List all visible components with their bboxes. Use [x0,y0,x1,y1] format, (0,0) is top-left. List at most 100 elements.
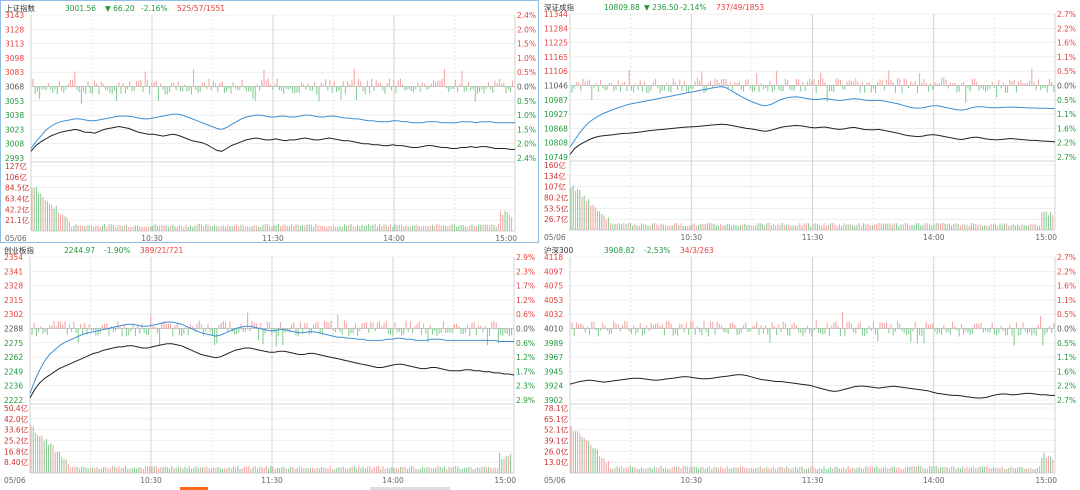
index-name: 深证成指 [544,2,574,12]
index-change: ▼ 236.50 [644,3,679,12]
time-tick-label: 05/06 [4,476,26,485]
pct-tick-label: 1.0% [517,111,536,120]
time-tick-label: 15:00 [1035,476,1057,485]
price-tick-label: 3068 [5,83,24,92]
index-breadth: 34/3/263 [680,246,714,255]
price-tick-label: 11106 [544,67,568,76]
time-tick-label: 10:30 [141,234,163,243]
price-tick-label: 3128 [5,25,24,34]
pct-tick-label: 0.6% [516,310,535,319]
price-tick-label: 11165 [544,53,568,62]
time-tick-label: 11:30 [802,233,824,242]
time-tick-label: 15:00 [1035,233,1057,242]
pct-tick-label: 0.0% [517,83,536,92]
price-tick-label: 2993 [5,154,24,163]
time-tick-label: 11:30 [261,476,283,485]
price-line [569,374,1055,399]
volume-tick-label: 160亿 [544,160,566,170]
price-tick-label: 2249 [4,367,23,376]
chart-panel-shanghai[interactable]: 上证指数 3001.56 ▼ 66.20 -2.16% 525/57/1551 3143 3… [0,0,539,243]
volume-tick-label: 26.0亿 [544,446,569,456]
price-tick-label: 3083 [5,68,24,77]
volume-tick-label: 84.5亿 [5,183,30,193]
price-tick-label: 2275 [4,339,23,348]
price-tick-label: 2222 [4,396,23,405]
index-change: ▼ 66.20 [105,4,135,13]
index-breadth: 389/21/721 [140,246,183,255]
price-tick-label: 2288 [4,325,23,334]
pct-tick-label: 2.0% [517,25,536,34]
index-pct-change: -2.14% [680,3,707,12]
chart-panel-chinext[interactable]: 创业板指 2244.97 -1.90% 389/21/721 2354 2341 2328 2… [0,243,539,486]
pct-tick-label: 1.6% [1057,39,1076,48]
time-tick-label: 11:30 [802,476,824,485]
price-tick-label: 3902 [544,396,563,405]
price-tick-label: 2315 [4,296,23,305]
index-name: 上证指数 [5,3,35,13]
time-tick-label: 05/06 [5,234,27,243]
volume-tick-label: 127亿 [5,161,27,171]
time-tick-label: 05/06 [544,233,566,242]
time-tick-label: 11:30 [262,234,284,243]
price-tick-label: 2341 [4,267,23,276]
price-tick-label: 10749 [544,153,568,162]
volume-tick-label: 80.2亿 [544,193,569,203]
bottom-strip-marker-1 [180,487,208,490]
volume-tick-label: 63.4亿 [5,194,30,204]
avg-price-line [29,321,514,394]
price-line [569,123,1056,155]
price-line [30,125,515,152]
pct-tick-label: 1.2% [516,353,535,362]
pct-tick-label: 0.5% [517,68,536,77]
pct-tick-label: 1.1% [1057,296,1076,305]
index-name: 沪深300 [544,245,574,255]
pct-tick-label: 1.6% [1057,367,1076,376]
price-tick-label: 3967 [544,353,563,362]
pct-tick-label: 2.7% [1057,10,1076,19]
avg-price-line [30,113,515,149]
pct-tick-label: 1.1% [1057,110,1076,119]
index-breadth: 525/57/1551 [177,4,225,13]
volume-tick-label: 134亿 [544,171,566,181]
volume-tick-label: 106亿 [5,172,27,182]
volume-tick-label: 52.1亿 [544,425,569,435]
price-tick-label: 3038 [5,111,24,120]
index-price: 3908.82 [604,246,635,255]
chart-panel-shenzhen[interactable]: 深证成指 10809.88 ▼ 236.50 -2.14% 737/49/1853 113… [540,0,1080,243]
pct-tick-label: 1.5% [517,125,536,134]
pct-tick-label: 2.9% [516,253,535,262]
pct-tick-label: 0.6% [516,339,535,348]
volume-tick-label: 42.2亿 [5,204,30,214]
chart-canvas-shanghai[interactable]: 上证指数 3001.56 ▼ 66.20 -2.16% 525/57/1551 3143 3… [1,1,540,244]
time-tick-label: 10:30 [680,476,702,485]
avg-price-line [569,86,1055,148]
pct-tick-label: 1.7% [516,367,535,376]
pct-tick-label: 1.5% [517,40,536,49]
price-tick-label: 2302 [4,310,23,319]
pct-tick-label: 0.5% [1057,96,1076,105]
chart-canvas-hs300[interactable]: 沪深300 3908.82 -2.53% 34/3/263 4118 4097 4075 40… [540,243,1080,486]
price-tick-label: 4097 [544,267,563,276]
volume-tick-label: 33.6亿 [4,425,29,435]
volume-tick-label: 39.1亿 [544,436,569,446]
pct-tick-label: 1.6% [1057,282,1076,291]
index-pct-change: -2.53% [644,246,671,255]
index-pct-change: -2.16% [141,4,168,13]
pct-tick-label: 0.5% [1057,339,1076,348]
price-tick-label: 11284 [544,24,568,33]
volume-tick-label: 50.4亿 [4,403,29,413]
bottom-strip-marker-2 [370,487,450,490]
price-tick-label: 3098 [5,54,24,63]
chart-canvas-shenzhen[interactable]: 深证成指 10809.88 ▼ 236.50 -2.14% 737/49/1853 113… [540,0,1080,243]
pct-tick-label: 2.4% [517,154,536,163]
pct-tick-label: 1.1% [1057,353,1076,362]
chart-panel-hs300[interactable]: 沪深300 3908.82 -2.53% 34/3/263 4118 4097 4075 40… [540,243,1080,486]
time-tick-label: 14:00 [923,476,945,485]
pct-tick-label: 1.2% [516,296,535,305]
price-tick-label: 4075 [544,282,563,291]
price-tick-label: 3023 [5,125,24,134]
pct-tick-label: 2.9% [516,396,535,405]
volume-tick-label: 26.7亿 [544,214,569,224]
price-tick-label: 3989 [544,339,563,348]
chart-canvas-chinext[interactable]: 创业板指 2244.97 -1.90% 389/21/721 2354 2341 2328 2… [0,243,539,486]
